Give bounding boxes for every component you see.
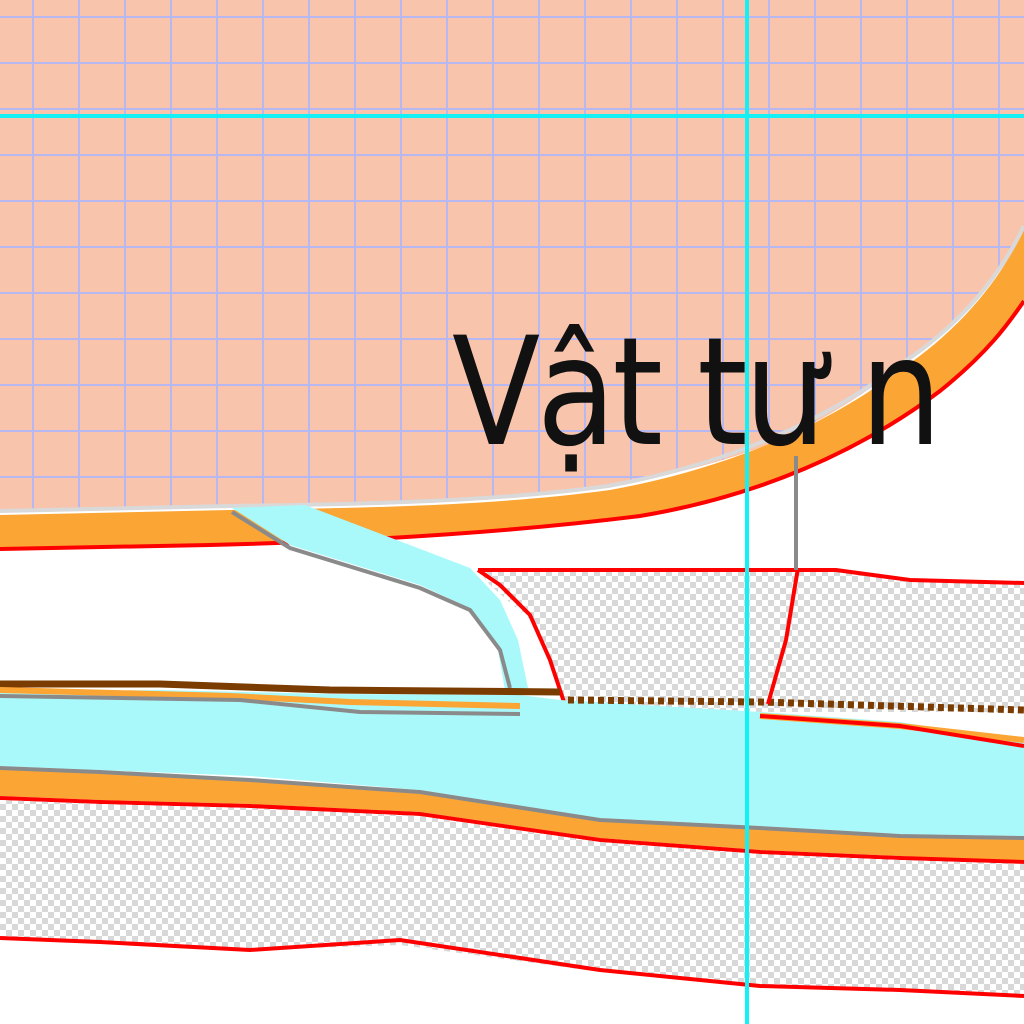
- orange-road-south-gray-edge: [0, 766, 1024, 840]
- river-north-bank-dashed: [567, 696, 1024, 714]
- river-north-bank-gray: [0, 694, 521, 716]
- tributary-stream[interactable]: [232, 505, 528, 690]
- orange-road-south-red-edge: [0, 796, 1024, 864]
- place-name-label: Vật tư n: [452, 306, 942, 480]
- checkered-zone-bottom-border: [0, 936, 1024, 998]
- open-field-left[interactable]: [0, 548, 520, 688]
- orange-road-curve[interactable]: [0, 230, 1024, 548]
- checkered-zone-bottom[interactable]: [0, 800, 1024, 996]
- checkered-zone-middle[interactable]: [478, 570, 1024, 714]
- river-north-red: [759, 714, 1024, 748]
- orange-road-south[interactable]: [0, 768, 1024, 862]
- orange-road-edge-light: [0, 225, 1024, 513]
- residential-zone[interactable]: [0, 0, 1024, 512]
- main-river[interactable]: [0, 690, 1024, 836]
- tributary-stream-edge: [230, 510, 512, 689]
- parcel-boundary-vertical: [766, 567, 800, 705]
- river-north-bank-brown: [0, 680, 561, 696]
